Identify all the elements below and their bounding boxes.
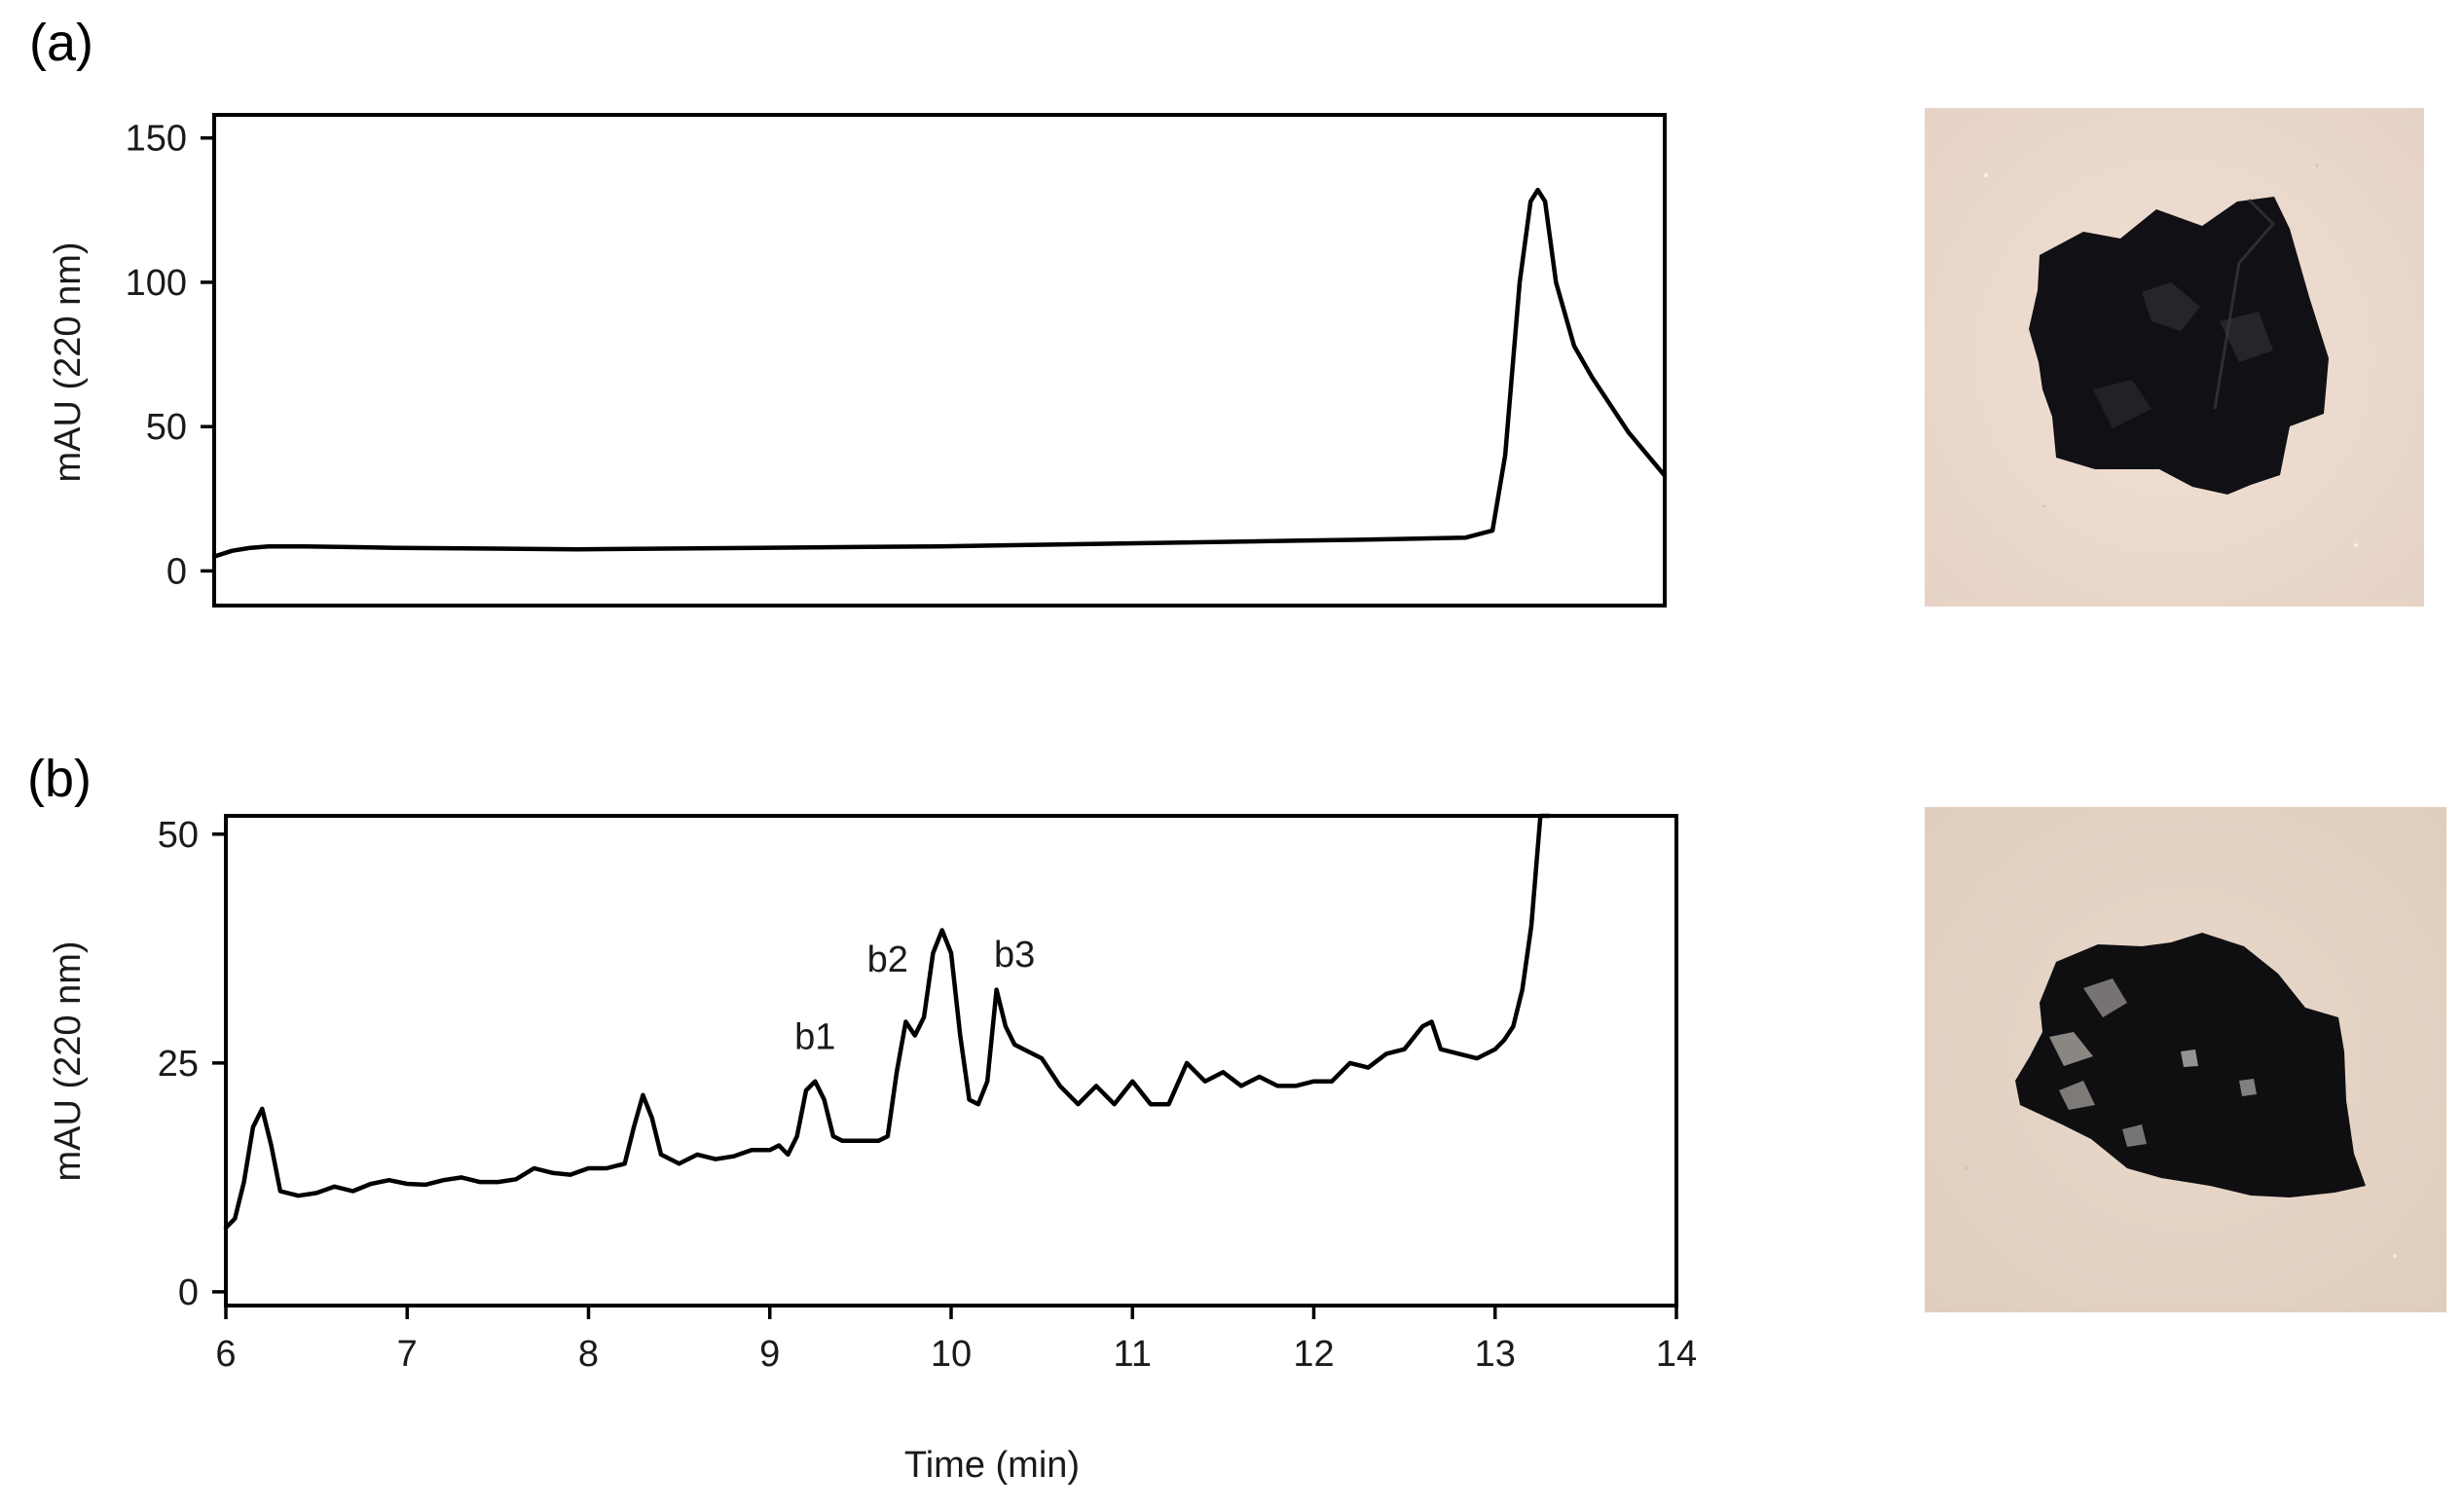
y-tick-label: 0 [166, 551, 187, 592]
y-tick-label: 50 [158, 815, 199, 856]
panel-b-x-axis-title: Time (min) [904, 1445, 1080, 1486]
x-tick-label: 13 [1475, 1334, 1516, 1375]
panel-b-plot-frame [224, 814, 1678, 1307]
x-tick-label: 10 [931, 1334, 972, 1375]
panel-a-y-axis-title: mAU (220 nm) [48, 241, 89, 482]
panel-a-label: (a) [29, 14, 93, 72]
panel-b-ticks: 0 25 50 6 7 8 9 10 11 12 13 14 [158, 815, 1697, 1375]
panel-b-label: (b) [27, 750, 92, 808]
panel-a-chart: (a) mAU (220 nm) 0 50 100 150 [29, 14, 1668, 608]
y-tick-label: 150 [126, 119, 187, 160]
panel-a-particle-photo [1925, 108, 2424, 607]
peak-label-b3: b3 [994, 935, 1035, 976]
panel-a-plot-frame [212, 113, 1667, 608]
panel-b-chromatogram-line [223, 813, 1552, 1231]
x-tick-label: 9 [759, 1334, 780, 1375]
y-tick-label: 100 [126, 263, 187, 304]
panel-b-particle-photo [1925, 807, 2446, 1312]
panel-b-y-axis-title: mAU (220 nm) [48, 940, 89, 1181]
x-tick-label: 6 [215, 1334, 236, 1375]
panel-b-peak-annotations: b1 b2 b3 [794, 935, 1035, 1058]
panel-a-y-ticks: 0 50 100 150 [126, 119, 214, 592]
y-tick-label: 50 [146, 407, 187, 448]
x-tick-label: 14 [1656, 1334, 1697, 1375]
x-tick-label: 7 [397, 1334, 418, 1375]
y-tick-label: 25 [158, 1044, 199, 1085]
x-tick-label: 8 [578, 1334, 599, 1375]
x-tick-label: 12 [1293, 1334, 1334, 1375]
panel-a-chromatogram-line [211, 187, 1668, 559]
x-tick-label: 11 [1114, 1334, 1152, 1375]
peak-label-b2: b2 [867, 939, 908, 980]
peak-label-b1: b1 [794, 1017, 835, 1058]
y-tick-label: 0 [178, 1272, 199, 1313]
